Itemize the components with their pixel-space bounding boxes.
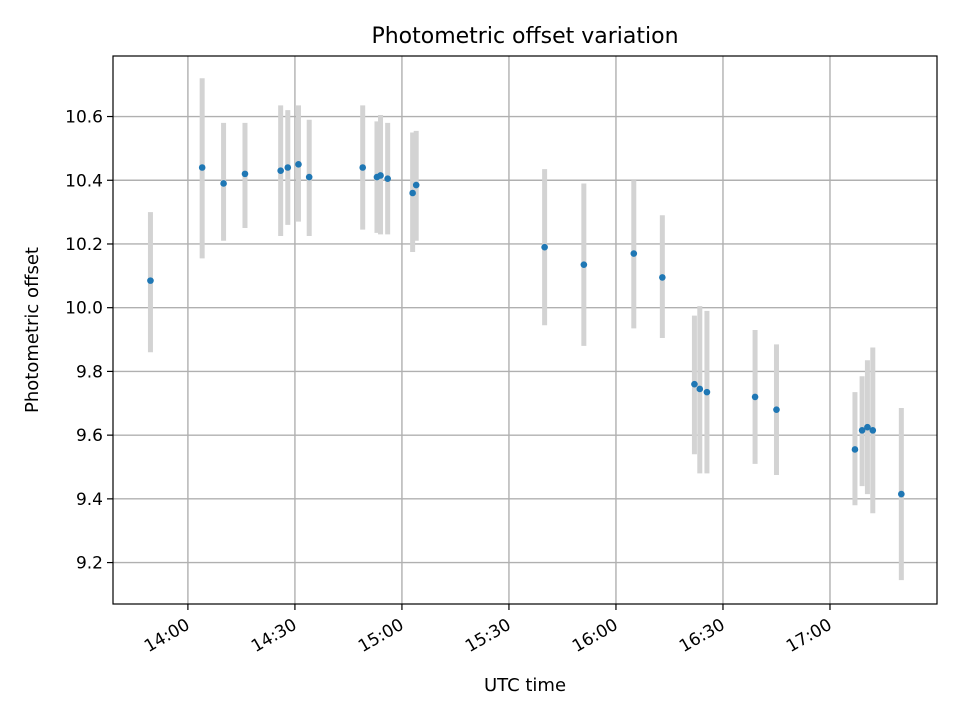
data-point <box>198 164 206 171</box>
data-point <box>284 164 292 171</box>
data-point <box>277 167 284 174</box>
data-point <box>305 173 313 181</box>
y-tick-label: 9.2 <box>76 554 103 574</box>
data-point <box>377 172 384 179</box>
data-point <box>384 175 391 182</box>
data-point <box>773 406 780 413</box>
error-bars <box>147 78 904 581</box>
data-point <box>295 161 302 168</box>
data-point <box>898 490 905 498</box>
chart-title: Photometric offset variation <box>371 24 678 49</box>
y-tick-label: 10.4 <box>65 171 103 191</box>
data-point <box>409 189 416 197</box>
x-tick-label: 16:30 <box>676 615 728 657</box>
data-point <box>864 423 871 431</box>
y-axis-label: Photometric offset <box>22 247 43 413</box>
x-axis-label: UTC time <box>484 675 566 696</box>
data-point <box>691 380 698 388</box>
data-point <box>703 388 711 396</box>
data-point <box>541 243 548 251</box>
data-point <box>851 446 859 453</box>
x-tick-label: 16:00 <box>569 615 621 657</box>
data-point <box>630 250 638 257</box>
data-point <box>220 180 227 187</box>
data-point <box>659 274 666 281</box>
y-tick-label: 10.6 <box>65 108 103 128</box>
data-point <box>412 181 420 189</box>
x-tick-label: 17:00 <box>783 615 835 657</box>
y-tick-label: 9.6 <box>76 426 103 446</box>
x-tick-label: 14:00 <box>141 615 193 657</box>
y-axis-ticks: 9.2 9.4 9.6 9.8 10.0 10.2 10.4 10.6 <box>65 108 113 574</box>
y-tick-label: 10.0 <box>65 299 103 319</box>
data-point <box>241 170 249 178</box>
x-tick-label: 15:00 <box>355 615 407 657</box>
data-points <box>147 161 905 498</box>
x-axis-ticks: 14:00 14:30 15:00 15:30 16:00 16:30 17:00 <box>141 604 835 657</box>
y-tick-label: 10.2 <box>65 235 103 255</box>
data-point <box>869 427 877 434</box>
data-point <box>858 427 866 434</box>
grid <box>113 56 937 604</box>
data-point <box>751 393 759 401</box>
x-tick-label: 15:30 <box>462 615 514 657</box>
y-tick-label: 9.8 <box>76 362 103 382</box>
data-point <box>359 164 366 171</box>
data-point <box>696 385 704 393</box>
y-tick-label: 9.4 <box>76 490 103 510</box>
data-point <box>580 261 588 268</box>
plot-frame <box>112 55 938 605</box>
data-point <box>147 277 154 284</box>
x-tick-label: 14:30 <box>248 615 300 657</box>
